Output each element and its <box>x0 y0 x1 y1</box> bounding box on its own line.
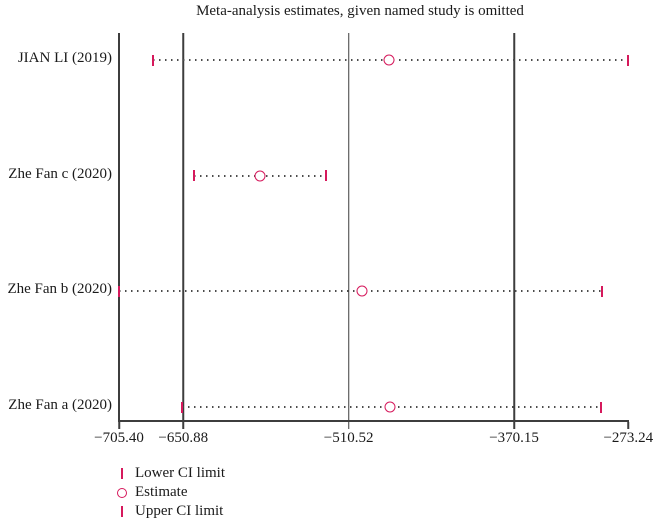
legend-item-upper-ci: Upper CI limit <box>115 502 225 521</box>
x-axis-tick-label: −705.40 <box>94 430 144 446</box>
lower-ci-tick <box>193 170 196 182</box>
x-axis-tick-label: −370.15 <box>489 430 539 446</box>
x-axis-tick-label: −650.88 <box>158 430 209 446</box>
reference-line <box>513 33 515 420</box>
plot-area: −705.40 −650.88 −510.52 −370.15 −273.24 JIAN … <box>7 33 653 446</box>
upper-ci-tick-icon <box>115 506 129 517</box>
x-axis-tick <box>513 421 515 429</box>
legend-label-lower-ci: Lower CI limit <box>135 465 225 481</box>
x-axis-line <box>118 420 630 422</box>
estimate-circle-icon <box>115 487 129 498</box>
x-axis-tick-label: −273.24 <box>603 430 654 446</box>
study-label: JIAN LI (2019) <box>17 50 112 66</box>
x-axis-tick <box>182 421 184 429</box>
x-axis-tick <box>118 421 120 429</box>
x-axis-tick-label: −510.52 <box>323 430 374 446</box>
upper-ci-tick <box>627 54 630 66</box>
x-axis-tick <box>347 421 350 429</box>
lower-ci-tick <box>151 54 154 66</box>
lower-ci-tick <box>118 285 120 297</box>
estimate-marker <box>383 54 395 66</box>
upper-ci-tick <box>324 170 327 182</box>
legend: Lower CI limit Estimate Upper CI limit <box>115 464 225 521</box>
reference-line <box>347 33 350 420</box>
study-label: Zhe Fan b (2020) <box>7 281 112 298</box>
reference-line <box>182 33 184 420</box>
estimate-marker <box>384 401 396 413</box>
legend-item-estimate: Estimate <box>115 483 225 502</box>
y-axis-line <box>118 33 120 422</box>
study-label: Zhe Fan a (2020) <box>8 397 112 413</box>
estimate-marker <box>254 170 266 182</box>
legend-item-lower-ci: Lower CI limit <box>115 464 225 483</box>
chart-title: Meta-analysis estimates, given named stu… <box>196 3 524 19</box>
legend-label-estimate: Estimate <box>135 484 188 500</box>
study-label: Zhe Fan c (2020) <box>8 165 112 182</box>
upper-ci-tick <box>599 401 602 413</box>
legend-label-upper-ci: Upper CI limit <box>135 503 224 519</box>
x-axis-tick <box>627 421 630 429</box>
lower-ci-tick-icon <box>115 468 129 479</box>
estimate-marker <box>356 285 368 297</box>
lower-ci-tick <box>180 401 183 413</box>
upper-ci-tick <box>601 285 604 297</box>
